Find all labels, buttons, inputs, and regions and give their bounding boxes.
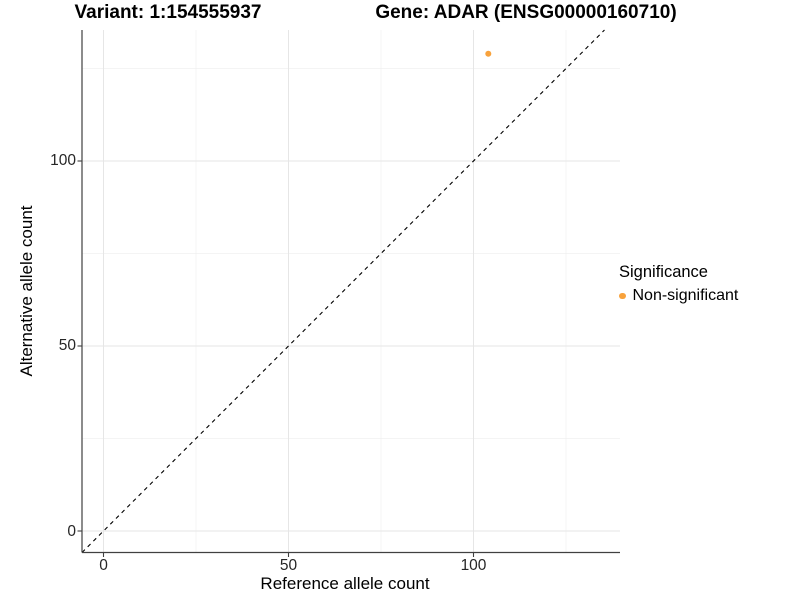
- legend-item-non-significant: Non-significant: [619, 287, 800, 305]
- legend-marker-circle-icon: [619, 292, 626, 300]
- legend-title: Significance: [619, 263, 708, 281]
- plot-title-variant: Variant: 1:154555937: [74, 2, 262, 23]
- x-tick-label-50: 50: [279, 557, 298, 574]
- x-tick-label-0: 0: [99, 557, 108, 574]
- x-axis-title: Reference allele count: [260, 574, 430, 593]
- data-point-non-significant: [485, 50, 492, 57]
- y-tick-label-0: 0: [67, 522, 76, 540]
- legend-item-label: Non-significant: [632, 287, 739, 304]
- x-tick-label-100: 100: [460, 557, 487, 574]
- y-axis-title: Alternative allele count: [17, 205, 36, 377]
- legend: Significance Non-significant: [619, 263, 800, 305]
- y-tick-label-50: 50: [58, 337, 76, 354]
- plot-title-gene: Gene: ADAR (ENSG00000160710): [375, 2, 677, 23]
- identity-line: [81, 29, 605, 553]
- y-tick-label-100: 100: [50, 152, 76, 169]
